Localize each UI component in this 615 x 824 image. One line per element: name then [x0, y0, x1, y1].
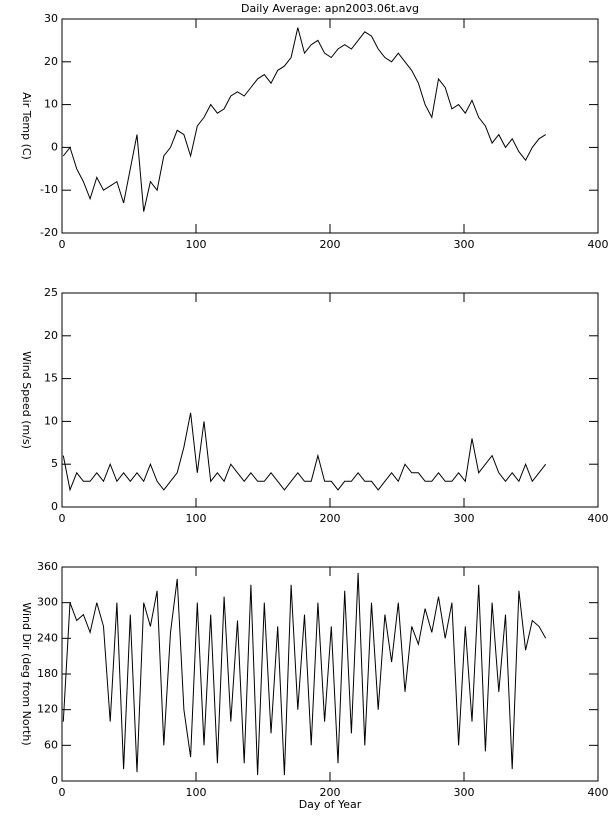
chart-title: Daily Average: apn2003.06t.avg [241, 2, 419, 15]
y-tick-label: 20 [44, 329, 58, 342]
x-tick-label: 300 [454, 238, 475, 251]
x-tick-label: 200 [320, 786, 341, 799]
y-tick-label: 20 [44, 55, 58, 68]
data-line [62, 412, 547, 492]
x-tick-label: 0 [59, 786, 66, 799]
y-tick-label: 0 [51, 140, 58, 153]
y-tick-label: 30 [44, 12, 58, 25]
x-tick-label: 0 [59, 512, 66, 525]
y-tick-label: 0 [51, 774, 58, 787]
x-tick-label: 400 [588, 238, 609, 251]
y-tick-label: 0 [51, 500, 58, 513]
data-line [62, 27, 546, 212]
x-tick-label: 100 [186, 786, 207, 799]
y-tick-label: 10 [44, 98, 58, 111]
y-axis-label: Air Temp (C) [20, 92, 33, 160]
y-axis-label: Wind Dir (deg from North) [20, 602, 33, 745]
y-tick-label: 120 [37, 703, 58, 716]
y-tick-label: 240 [37, 631, 58, 644]
y-tick-label: 360 [37, 560, 58, 573]
x-tick-label: 100 [186, 238, 207, 251]
x-tick-label: 100 [186, 512, 207, 525]
y-tick-label: 15 [44, 372, 58, 385]
y-tick-label: 60 [44, 738, 58, 751]
y-tick-label: 10 [44, 414, 58, 427]
y-tick-label: 5 [51, 457, 58, 470]
y-tick-label: 25 [44, 286, 58, 299]
data-line [62, 572, 547, 776]
y-tick-label: -10 [40, 183, 58, 196]
y-tick-label: -20 [40, 226, 58, 239]
x-tick-label: 300 [454, 786, 475, 799]
x-tick-label: 0 [59, 238, 66, 251]
x-tick-label: 200 [320, 512, 341, 525]
y-tick-label: 180 [37, 667, 58, 680]
x-tick-label: 400 [588, 786, 609, 799]
y-tick-label: 300 [37, 596, 58, 609]
y-axis-label: Wind Speed (m/s) [20, 351, 33, 449]
x-tick-label: 300 [454, 512, 475, 525]
x-tick-label: 400 [588, 512, 609, 525]
x-axis-label: Day of Year [299, 798, 362, 811]
x-tick-label: 200 [320, 238, 341, 251]
